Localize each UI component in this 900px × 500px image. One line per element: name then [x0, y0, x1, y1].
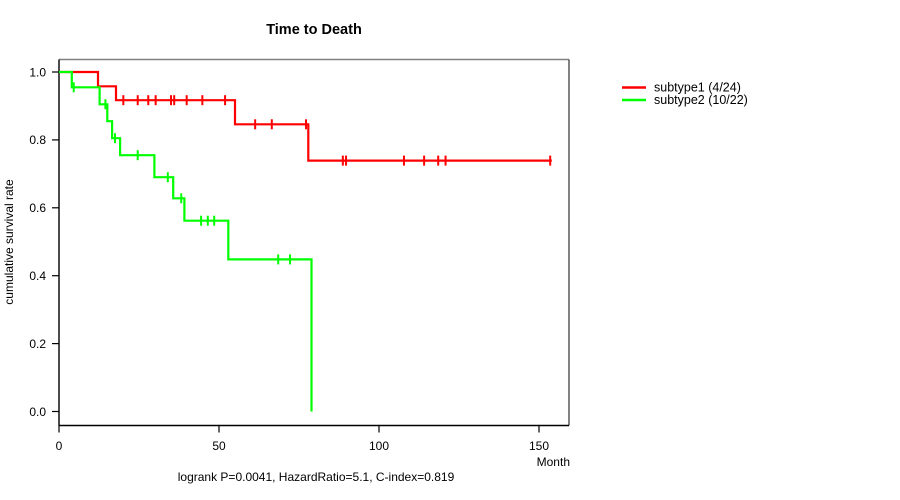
- y-tick-label: 0.8: [29, 133, 46, 147]
- stats-footer: logrank P=0.0041, HazardRatio=5.1, C-ind…: [178, 470, 455, 484]
- y-axis-ticks: 0.0 0.2 0.4 0.6 0.8 1.0: [29, 65, 59, 419]
- survival-curve-1: [59, 70, 552, 162]
- plot-box: [58, 58, 570, 427]
- chart-title: Time to Death: [266, 22, 362, 38]
- legend: subtype1 (4/24) subtype2 (10/22): [622, 81, 748, 107]
- survival-curves-layer: [59, 70, 552, 412]
- y-axis-title: cumulative survival rate: [2, 179, 16, 305]
- legend-label-subtype2: subtype2 (10/22): [654, 93, 748, 107]
- y-tick-label: 0.0: [29, 405, 46, 419]
- x-axis-ticks: 0 50 100 150: [56, 425, 549, 453]
- y-tick-label: 1.0: [29, 65, 46, 79]
- x-tick-label: 0: [56, 439, 63, 453]
- legend-label-subtype1: subtype1 (4/24): [654, 81, 741, 95]
- x-axis-title: Month: [537, 455, 570, 469]
- x-tick-label: 150: [529, 439, 549, 453]
- y-tick-label: 0.4: [29, 269, 46, 283]
- x-tick-label: 50: [212, 439, 226, 453]
- y-tick-label: 0.6: [29, 201, 46, 215]
- x-tick-label: 100: [369, 439, 389, 453]
- y-tick-label: 0.2: [29, 337, 46, 351]
